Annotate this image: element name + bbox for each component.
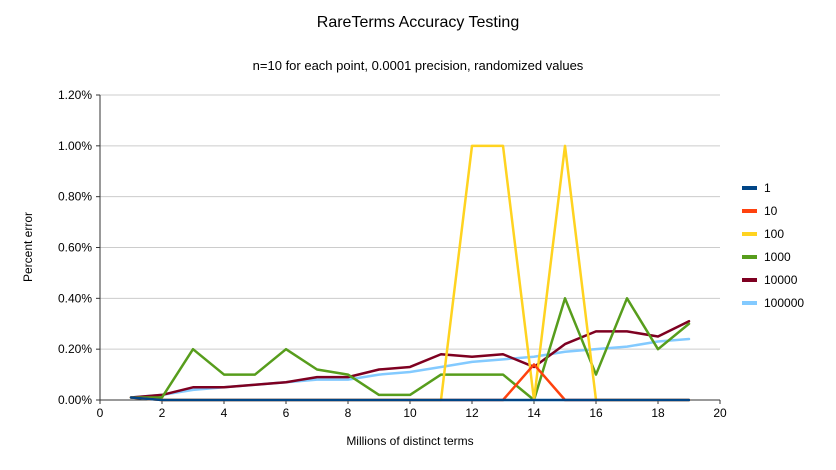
legend: 1 10 100 1000 10000 100000: [742, 176, 804, 314]
legend-swatch-100000: [742, 300, 757, 305]
series-line-1000: [129, 297, 691, 402]
legend-item-10000: 10000: [742, 268, 804, 291]
y-tick-label: 1.20%: [58, 88, 92, 102]
legend-label-10: 10: [764, 203, 778, 218]
legend-label-1: 1: [764, 180, 771, 195]
y-tick-label: 1.00%: [58, 139, 92, 153]
y-axis-title: Percent error: [21, 211, 35, 283]
x-tick-label: 18: [651, 406, 665, 420]
y-tick-label: 0.00%: [58, 393, 92, 407]
legend-label-10000: 10000: [764, 272, 798, 287]
legend-item-10: 10: [742, 199, 804, 222]
x-tick-label: 6: [283, 406, 290, 420]
chart-subtitle: n=10 for each point, 0.0001 precision, r…: [252, 58, 584, 73]
legend-swatch-10: [742, 208, 757, 213]
x-tick-label: 14: [527, 406, 541, 420]
legend-swatch-1000: [742, 254, 757, 259]
legend-item-1000: 1000: [742, 245, 804, 268]
legend-swatch-1: [742, 185, 757, 190]
legend-label-1000: 1000: [764, 249, 791, 264]
legend-swatch-100: [742, 231, 757, 236]
x-tick-label: 0: [97, 406, 104, 420]
legend-swatch-10000: [742, 277, 757, 282]
x-axis-title: Millions of distinct terms: [346, 434, 474, 448]
x-tick-label: 2: [159, 406, 166, 420]
x-tick-label: 12: [465, 406, 479, 420]
legend-label-100: 100: [764, 226, 785, 241]
legend-item-100: 100: [742, 222, 804, 245]
series-line-1: [129, 396, 691, 402]
x-tick-label: 16: [589, 406, 603, 420]
x-tick-label: 20: [713, 406, 727, 420]
x-tick-label: 8: [345, 406, 352, 420]
y-tick-label: 0.20%: [58, 342, 92, 356]
y-tick-label: 0.40%: [58, 291, 92, 305]
y-tick-label: 0.60%: [58, 241, 92, 255]
legend-label-100000: 100000: [764, 295, 805, 310]
series-line-100: [129, 144, 691, 402]
legend-item-100000: 100000: [742, 291, 804, 314]
x-tick-label: 10: [403, 406, 417, 420]
y-tick-label: 0.80%: [58, 190, 92, 204]
legend-item-1: 1: [742, 176, 804, 199]
chart-title: RareTerms Accuracy Testing: [316, 14, 520, 31]
x-tick-label: 4: [221, 406, 228, 420]
series-line-10000: [129, 319, 691, 399]
